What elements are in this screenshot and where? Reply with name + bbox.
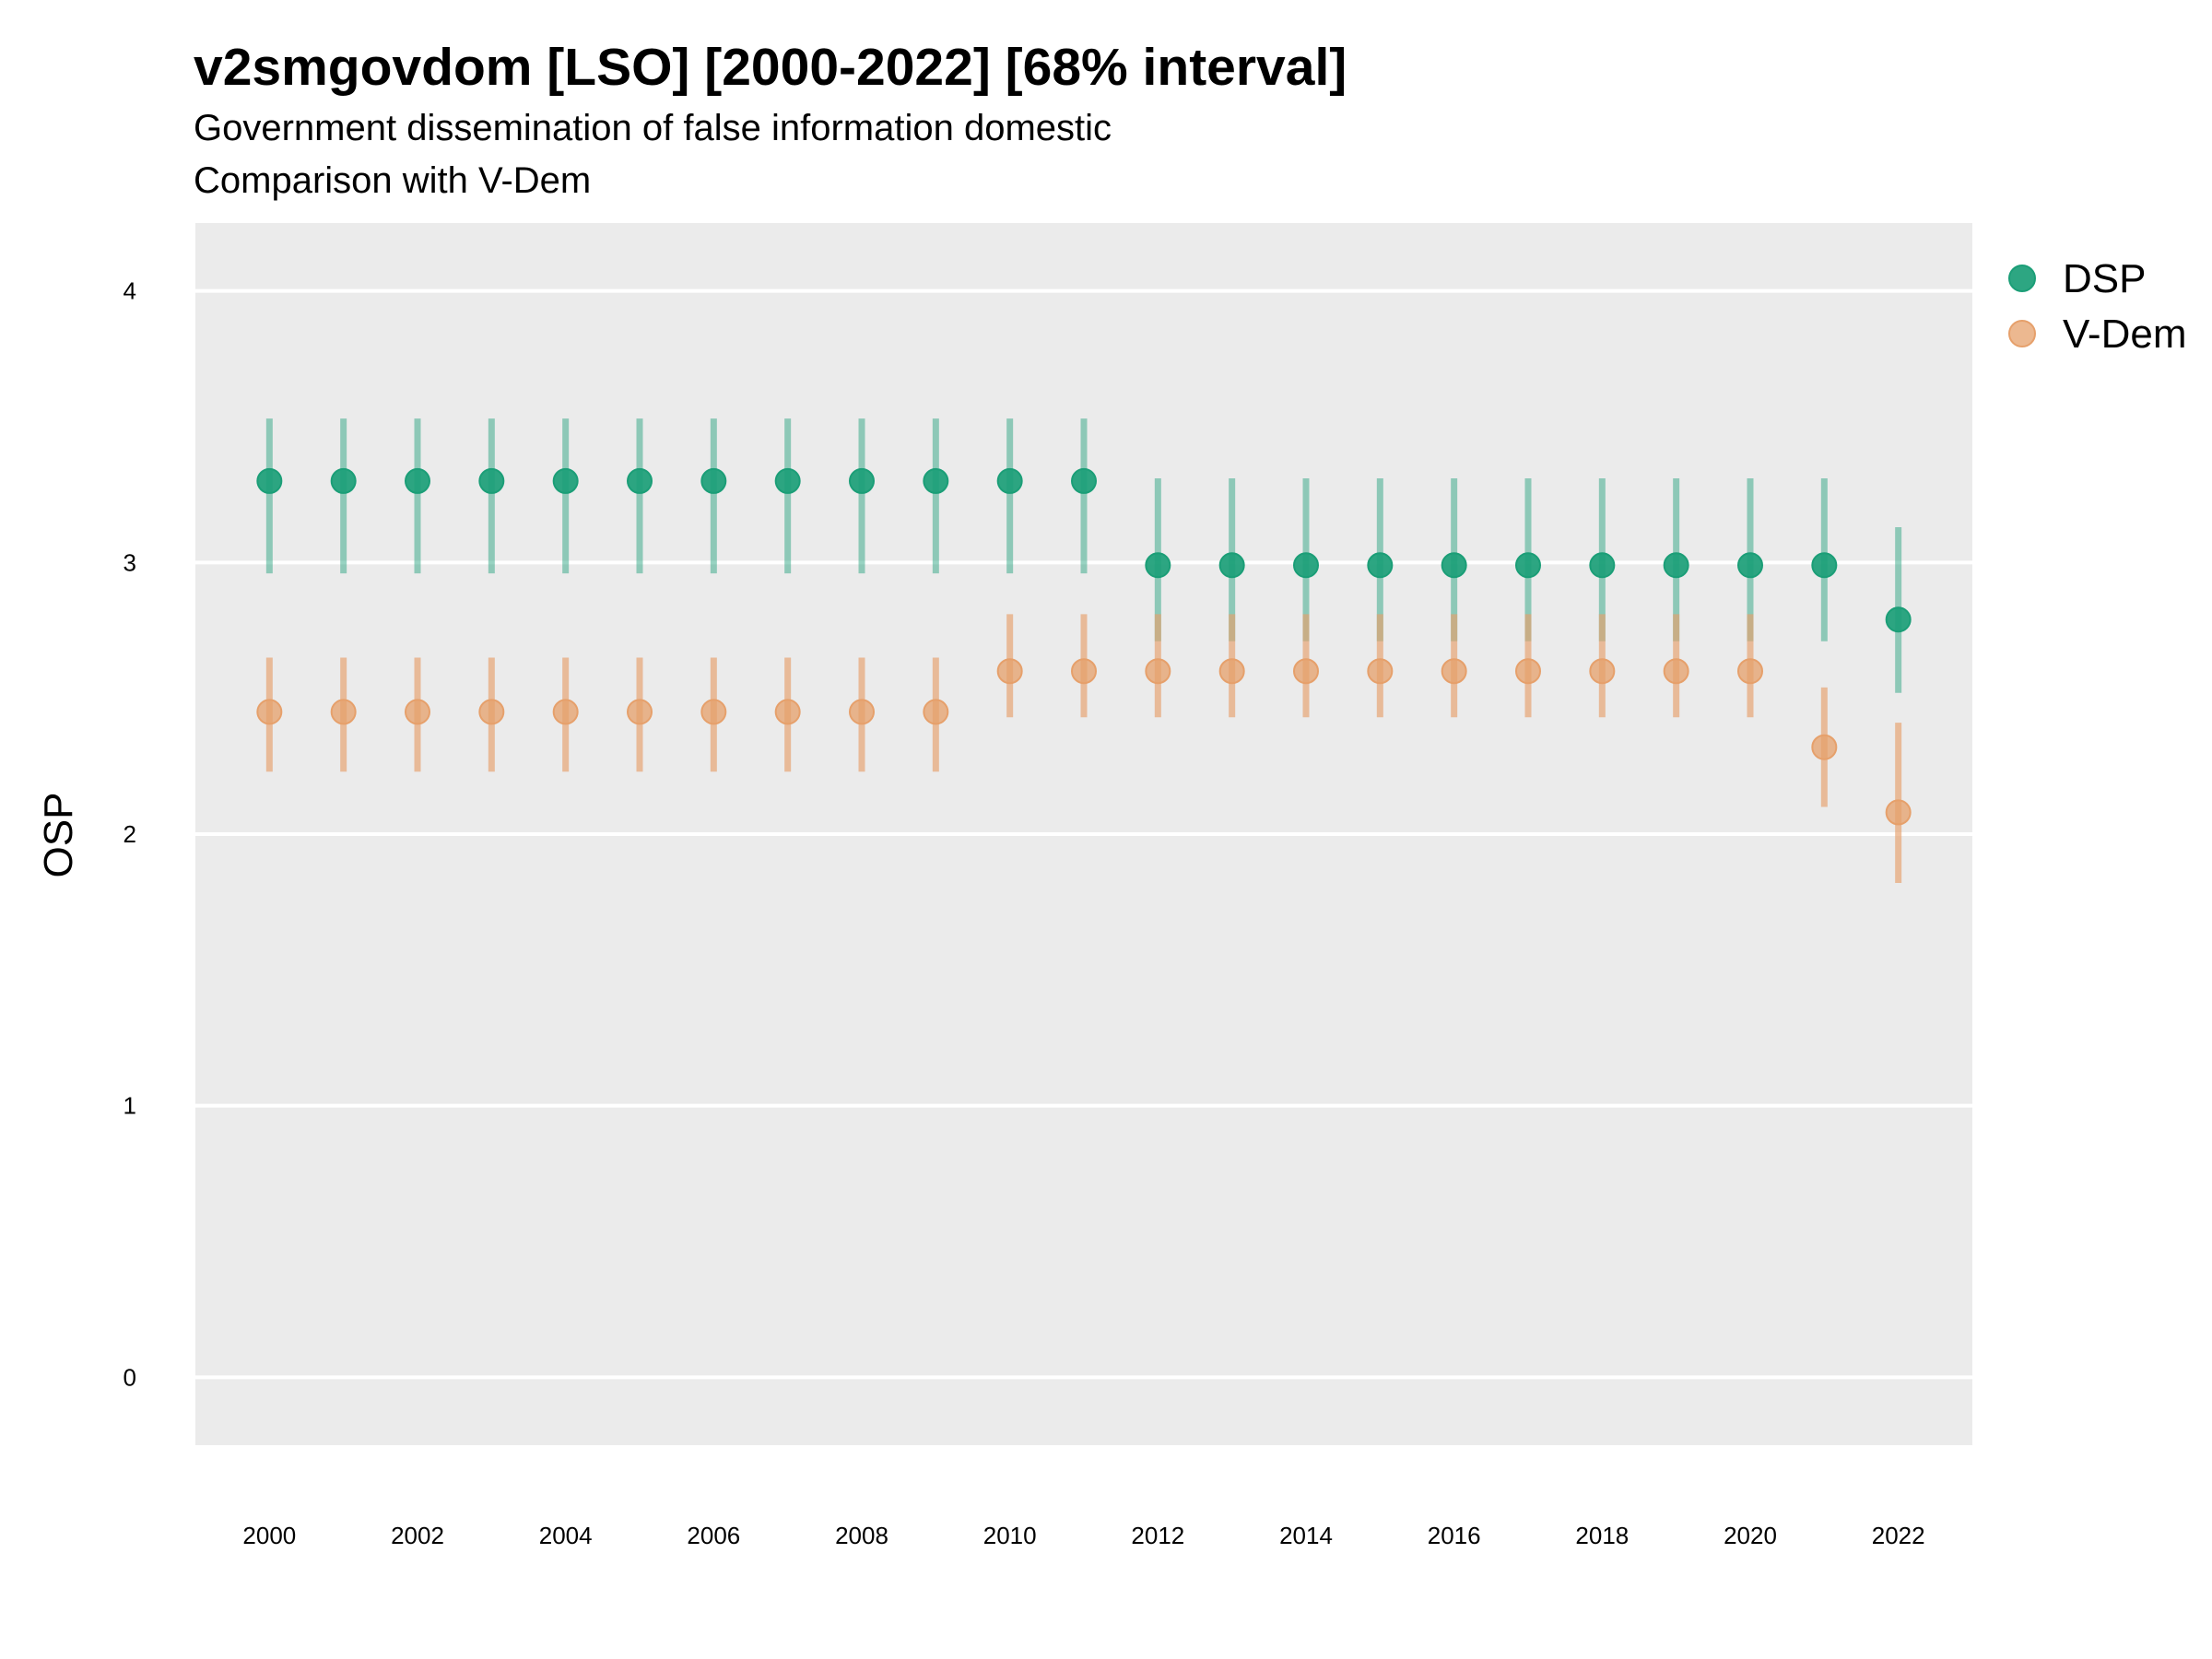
- v-dem-point-2021: [1811, 734, 1838, 760]
- x-tick-label-2004: 2004: [539, 1522, 593, 1549]
- y-tick-labels: 0 1 2 3 4: [124, 277, 136, 1392]
- v-dem-point-2013: [1218, 658, 1245, 685]
- chart-subtitle-line-1: Government dissemination of false inform…: [194, 108, 1112, 148]
- dsp-point-2017: [1515, 552, 1541, 579]
- y-tick-label-1: 1: [124, 1092, 136, 1120]
- v-dem-point-2001: [330, 699, 357, 725]
- y-axis-label: OSP: [36, 793, 81, 878]
- v-dem-point-2016: [1441, 658, 1467, 685]
- dsp-point-2013: [1218, 552, 1245, 579]
- dsp-point-2021: [1811, 552, 1838, 579]
- dsp-point-2004: [552, 467, 579, 494]
- legend-key-v-dem: [2008, 320, 2036, 347]
- dsp-point-2008: [849, 467, 875, 494]
- legend-label-dsp: DSP: [2063, 256, 2146, 301]
- v-dem-point-2017: [1515, 658, 1541, 685]
- dsp-point-2001: [330, 467, 357, 494]
- x-tick-label-2012: 2012: [1131, 1522, 1184, 1549]
- x-tick-label-2002: 2002: [391, 1522, 444, 1549]
- y-tick-label-0: 0: [124, 1363, 136, 1391]
- x-tick-label-2018: 2018: [1575, 1522, 1629, 1549]
- v-dem-point-2000: [256, 699, 283, 725]
- x-tick-label-2020: 2020: [1724, 1522, 1777, 1549]
- dsp-point-2018: [1589, 552, 1616, 579]
- dsp-point-2014: [1293, 552, 1319, 579]
- x-tick-label-2000: 2000: [242, 1522, 296, 1549]
- v-dem-point-2011: [1071, 658, 1097, 685]
- v-dem-point-2022: [1885, 799, 1912, 826]
- v-dem-point-2012: [1145, 658, 1171, 685]
- legend-key-dsp: [2008, 265, 2036, 292]
- v-dem-point-2008: [849, 699, 875, 725]
- dsp-point-2000: [256, 467, 283, 494]
- x-tick-label-2008: 2008: [835, 1522, 888, 1549]
- dsp-point-2020: [1737, 552, 1763, 579]
- dsp-point-2005: [627, 467, 653, 494]
- dsp-point-2006: [700, 467, 727, 494]
- series-dsp: [256, 418, 1912, 693]
- x-tick-label-2022: 2022: [1872, 1522, 1925, 1549]
- chart-subtitle-line-2: Comparison with V-Dem: [194, 160, 592, 201]
- v-dem-point-2019: [1663, 658, 1689, 685]
- dsp-point-2012: [1145, 552, 1171, 579]
- legend-label-v-dem: V-Dem: [2063, 312, 2186, 357]
- legend: DSP V-Dem: [2008, 256, 2186, 357]
- dsp-point-2010: [996, 467, 1023, 494]
- dsp-point-2003: [478, 467, 505, 494]
- chart-title: v2smgovdom [LSO] [2000-2022] [68% interv…: [194, 38, 1347, 97]
- dsp-point-2019: [1663, 552, 1689, 579]
- y-tick-label-4: 4: [124, 277, 136, 305]
- v-dem-point-2010: [996, 658, 1023, 685]
- dsp-point-2011: [1071, 467, 1097, 494]
- dsp-point-2022: [1885, 606, 1912, 633]
- y-tick-label-2: 2: [124, 820, 136, 848]
- v-dem-point-2002: [405, 699, 430, 725]
- v-dem-point-2015: [1367, 658, 1394, 685]
- grid-lines: [195, 288, 1972, 1380]
- dsp-point-2007: [774, 467, 801, 494]
- data-marks: [256, 418, 1912, 884]
- v-dem-point-2014: [1293, 658, 1319, 685]
- dsp-point-2002: [405, 467, 430, 494]
- v-dem-point-2003: [478, 699, 505, 725]
- v-dem-point-2020: [1737, 658, 1763, 685]
- y-tick-label-3: 3: [124, 548, 136, 576]
- v-dem-point-2005: [627, 699, 653, 725]
- dsp-point-2016: [1441, 552, 1467, 579]
- x-tick-labels: 2000 2002 2004 2006 2008 2010 2012 2014 2016 2018…: [242, 1522, 1924, 1549]
- dsp-point-2015: [1367, 552, 1394, 579]
- dsp-point-2009: [923, 467, 949, 494]
- x-tick-label-2010: 2010: [983, 1522, 1037, 1549]
- v-dem-point-2004: [552, 699, 579, 725]
- x-tick-label-2016: 2016: [1428, 1522, 1481, 1549]
- v-dem-point-2006: [700, 699, 727, 725]
- v-dem-point-2009: [923, 699, 949, 725]
- x-tick-label-2014: 2014: [1279, 1522, 1333, 1549]
- v-dem-point-2007: [774, 699, 801, 725]
- series-v-dem: [256, 614, 1912, 884]
- x-tick-label-2006: 2006: [687, 1522, 740, 1549]
- v-dem-point-2018: [1589, 658, 1616, 685]
